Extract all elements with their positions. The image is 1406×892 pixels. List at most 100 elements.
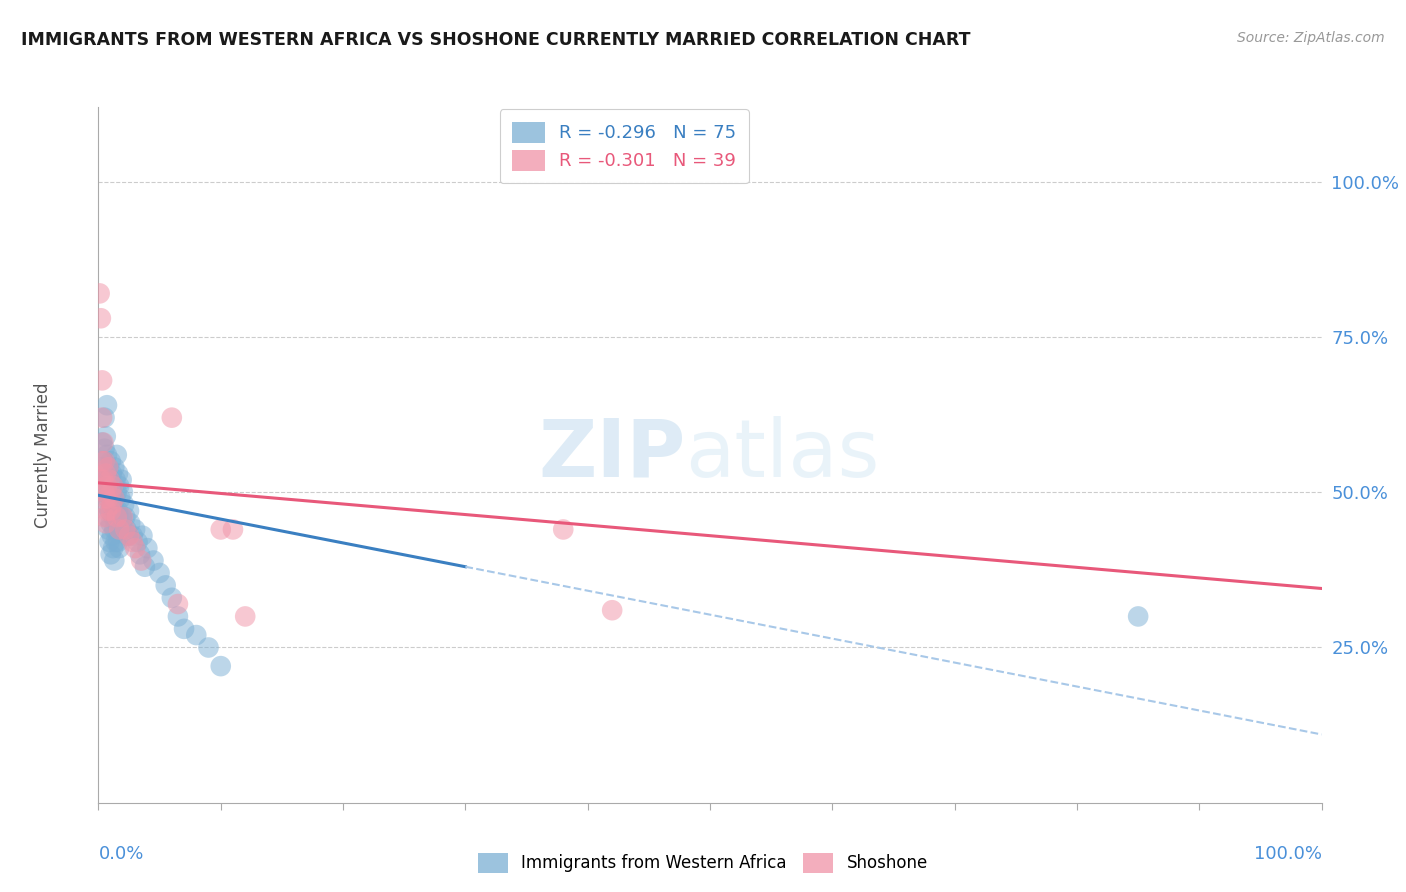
Point xyxy=(101,498,124,512)
Point xyxy=(160,591,183,605)
Point xyxy=(107,467,129,481)
Point xyxy=(91,435,114,450)
Point xyxy=(94,516,117,531)
Point xyxy=(101,541,124,555)
Point xyxy=(600,603,623,617)
Point xyxy=(100,485,122,500)
Point xyxy=(90,473,112,487)
Point xyxy=(98,504,121,518)
Point xyxy=(121,535,143,549)
Point xyxy=(91,485,114,500)
Point xyxy=(91,410,114,425)
Point xyxy=(93,473,115,487)
Point xyxy=(100,516,122,531)
Text: Currently Married: Currently Married xyxy=(34,382,52,528)
Point xyxy=(129,553,152,567)
Point xyxy=(98,473,121,487)
Point xyxy=(129,547,152,561)
Text: IMMIGRANTS FROM WESTERN AFRICA VS SHOSHONE CURRENTLY MARRIED CORRELATION CHART: IMMIGRANTS FROM WESTERN AFRICA VS SHOSHO… xyxy=(21,31,970,49)
Point xyxy=(111,510,134,524)
Point xyxy=(112,498,135,512)
Point xyxy=(110,523,132,537)
Point xyxy=(173,622,195,636)
Point xyxy=(111,510,134,524)
Legend: Immigrants from Western Africa, Shoshone: Immigrants from Western Africa, Shoshone xyxy=(471,847,935,880)
Point xyxy=(91,373,114,387)
Point xyxy=(107,504,129,518)
Point xyxy=(96,398,118,412)
Point xyxy=(93,510,115,524)
Point xyxy=(111,485,134,500)
Point xyxy=(1128,609,1150,624)
Point xyxy=(155,578,177,592)
Point xyxy=(93,485,115,500)
Point xyxy=(105,516,128,531)
Point xyxy=(90,311,112,326)
Text: atlas: atlas xyxy=(686,416,880,494)
Point xyxy=(96,504,118,518)
Point xyxy=(103,491,125,506)
Point xyxy=(94,491,117,506)
Point xyxy=(93,442,115,456)
Point xyxy=(100,454,122,468)
Text: ZIP: ZIP xyxy=(538,416,686,494)
Point xyxy=(100,485,122,500)
Point xyxy=(93,410,115,425)
Point xyxy=(121,529,143,543)
Point xyxy=(98,535,121,549)
Point xyxy=(103,523,125,537)
Point xyxy=(186,628,208,642)
Point xyxy=(160,410,183,425)
Point xyxy=(89,286,111,301)
Point xyxy=(100,504,122,518)
Point xyxy=(96,479,118,493)
Point xyxy=(111,473,134,487)
Point xyxy=(105,485,128,500)
Point xyxy=(108,541,131,555)
Point xyxy=(96,510,118,524)
Point xyxy=(131,529,153,543)
Point xyxy=(167,597,190,611)
Point xyxy=(101,479,124,493)
Point xyxy=(94,467,117,481)
Point xyxy=(91,435,114,450)
Point xyxy=(149,566,172,580)
Point xyxy=(107,535,129,549)
Point xyxy=(103,460,125,475)
Point xyxy=(233,609,256,624)
Point xyxy=(105,510,128,524)
Point xyxy=(91,454,114,468)
Point xyxy=(101,467,124,481)
Legend: R = -0.296   N = 75, R = -0.301   N = 39: R = -0.296 N = 75, R = -0.301 N = 39 xyxy=(499,109,749,184)
Point xyxy=(97,491,120,506)
Point xyxy=(110,491,132,506)
Point xyxy=(120,516,142,531)
Point xyxy=(118,529,141,543)
Point xyxy=(134,559,156,574)
Point xyxy=(222,523,245,537)
Point xyxy=(127,535,149,549)
Point xyxy=(167,609,190,624)
Point xyxy=(104,504,127,518)
Point xyxy=(142,553,165,567)
Point xyxy=(103,491,125,506)
Point xyxy=(101,498,124,512)
Point xyxy=(114,510,136,524)
Point xyxy=(91,454,114,468)
Point xyxy=(124,541,146,555)
Point xyxy=(553,523,575,537)
Point xyxy=(90,460,112,475)
Point xyxy=(118,504,141,518)
Point xyxy=(136,541,159,555)
Text: Source: ZipAtlas.com: Source: ZipAtlas.com xyxy=(1237,31,1385,45)
Point xyxy=(94,429,117,443)
Point xyxy=(108,523,131,537)
Point xyxy=(111,523,134,537)
Point xyxy=(117,529,139,543)
Point xyxy=(96,448,118,462)
Point xyxy=(97,460,120,475)
Point xyxy=(97,523,120,537)
Point xyxy=(108,479,131,493)
Point xyxy=(97,460,120,475)
Point xyxy=(124,523,146,537)
